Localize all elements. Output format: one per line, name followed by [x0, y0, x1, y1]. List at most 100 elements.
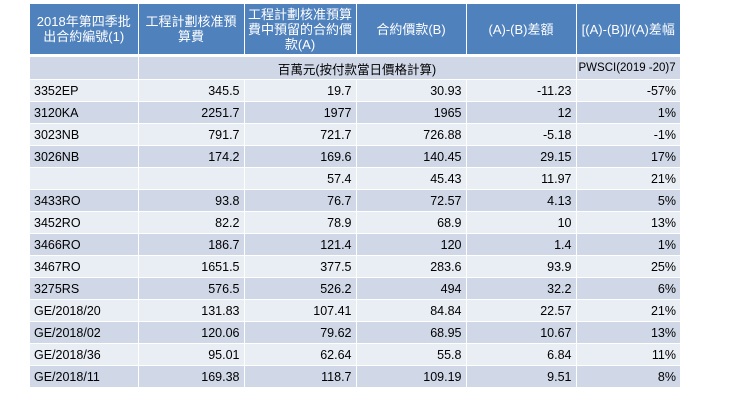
reserved-amount-cell: 57.4 [244, 167, 357, 190]
reserved-amount-cell: 62.64 [244, 343, 357, 366]
contract-sum-cell: 45.43 [356, 167, 467, 190]
contract-no-cell: 3026NB [30, 145, 139, 168]
contract-no-cell: 3352EP [30, 79, 139, 102]
contract-sum-cell: 109.19 [356, 365, 467, 388]
difference-pct-cell: 1% [576, 101, 680, 124]
contract-sum-cell: 30.93 [356, 79, 467, 102]
contract-no-cell: 3433RO [30, 189, 139, 212]
contract-sum-cell: 72.57 [356, 189, 467, 212]
contract-no-cell: 3023NB [30, 123, 139, 146]
header-row: 2018年第四季批出合約編號(1) 工程計劃核准預算費 工程計劃核准預算費中預留… [30, 4, 680, 57]
budget-cell: 120.06 [138, 321, 245, 344]
difference-cell: 1.4 [466, 233, 577, 256]
budget-cell: 2251.7 [138, 101, 245, 124]
difference-cell: 9.51 [466, 365, 577, 388]
header-reserved-amount: 工程計劃核准預算費中預留的合約價款(A) [244, 4, 357, 57]
unit-label: 百萬元(按付款當日價格計算) [138, 55, 577, 80]
reserved-amount-cell: 1977 [244, 101, 357, 124]
reserved-amount-cell: 76.7 [244, 189, 357, 212]
budget-cell: 1651.5 [138, 255, 245, 278]
difference-cell: -11.23 [466, 79, 577, 102]
budget-cell: 345.5 [138, 79, 245, 102]
contract-no-cell: 3120KA [30, 101, 139, 124]
header-difference-pct: [(A)-(B)]/(A)差幅 [576, 4, 680, 57]
reserved-amount-cell: 721.7 [244, 123, 357, 146]
difference-pct-cell: 13% [576, 211, 680, 234]
contract-sum-cell: 84.84 [356, 299, 467, 322]
contract-no-cell: GE/2018/11 [30, 365, 139, 388]
reserved-amount-cell: 377.5 [244, 255, 357, 278]
reserved-amount-cell: 19.7 [244, 79, 357, 102]
difference-pct-cell: 21% [576, 299, 680, 322]
difference-pct-cell: 13% [576, 321, 680, 344]
contract-table: 2018年第四季批出合約編號(1) 工程計劃核准預算費 工程計劃核准預算費中預留… [30, 4, 680, 388]
contract-no-cell: GE/2018/20 [30, 299, 139, 322]
reserved-amount-cell: 118.7 [244, 365, 357, 388]
contract-sum-cell: 726.88 [356, 123, 467, 146]
table-row: 57.4 45.43 11.97 21% [30, 167, 680, 190]
difference-pct-cell: 8% [576, 365, 680, 388]
contract-sum-cell: 120 [356, 233, 467, 256]
contract-sum-cell: 494 [356, 277, 467, 300]
table-row: GE/2018/11 169.38 118.7 109.19 9.51 8% [30, 365, 680, 388]
table-row: 3120KA 2251.7 1977 1965 12 1% [30, 101, 680, 124]
table-row: 3452RO 82.2 78.9 68.9 10 13% [30, 211, 680, 234]
budget-cell: 93.8 [138, 189, 245, 212]
difference-cell: 29.15 [466, 145, 577, 168]
difference-pct-cell: 1% [576, 233, 680, 256]
table-row: 3433RO 93.8 76.7 72.57 4.13 5% [30, 189, 680, 212]
difference-cell: 93.9 [466, 255, 577, 278]
budget-cell: 169.38 [138, 365, 245, 388]
table-row: 3467RO 1651.5 377.5 283.6 93.9 25% [30, 255, 680, 278]
difference-cell: 11.97 [466, 167, 577, 190]
difference-pct-cell: 11% [576, 343, 680, 366]
table-row: 3275RS 576.5 526.2 494 32.2 6% [30, 277, 680, 300]
reserved-amount-cell: 78.9 [244, 211, 357, 234]
contract-sum-cell: 55.8 [356, 343, 467, 366]
difference-cell: 22.57 [466, 299, 577, 322]
difference-cell: -5.18 [466, 123, 577, 146]
budget-cell: 131.83 [138, 299, 245, 322]
difference-pct-cell: 21% [576, 167, 680, 190]
unit-empty-cell [30, 55, 139, 80]
contract-no-cell: GE/2018/36 [30, 343, 139, 366]
contract-no-cell [30, 167, 139, 190]
table-row: 3026NB 174.2 169.6 140.45 29.15 17% [30, 145, 680, 168]
header-contract-sum: 合約價款(B) [356, 4, 467, 57]
difference-cell: 4.13 [466, 189, 577, 212]
table-row: 3466RO 186.7 121.4 120 1.4 1% [30, 233, 680, 256]
reserved-amount-cell: 121.4 [244, 233, 357, 256]
contract-sum-cell: 1965 [356, 101, 467, 124]
budget-cell [138, 167, 245, 190]
reserved-amount-cell: 169.6 [244, 145, 357, 168]
contract-no-cell: 3275RS [30, 277, 139, 300]
difference-pct-cell: 25% [576, 255, 680, 278]
difference-pct-cell: 5% [576, 189, 680, 212]
table-row: 3352EP 345.5 19.7 30.93 -11.23 -57% [30, 79, 680, 102]
table-row: GE/2018/36 95.01 62.64 55.8 6.84 11% [30, 343, 680, 366]
contract-no-cell: 3467RO [30, 255, 139, 278]
budget-cell: 82.2 [138, 211, 245, 234]
contract-sum-cell: 283.6 [356, 255, 467, 278]
reserved-amount-cell: 526.2 [244, 277, 357, 300]
budget-cell: 791.7 [138, 123, 245, 146]
difference-cell: 12 [466, 101, 577, 124]
contract-no-cell: GE/2018/02 [30, 321, 139, 344]
difference-pct-cell: 6% [576, 277, 680, 300]
contract-sum-cell: 68.95 [356, 321, 467, 344]
budget-cell: 95.01 [138, 343, 245, 366]
contract-no-cell: 3466RO [30, 233, 139, 256]
contract-sum-cell: 68.9 [356, 211, 467, 234]
reserved-amount-cell: 107.41 [244, 299, 357, 322]
table-row: 3023NB 791.7 721.7 726.88 -5.18 -1% [30, 123, 680, 146]
difference-cell: 10 [466, 211, 577, 234]
header-contract-no: 2018年第四季批出合約編號(1) [30, 4, 139, 57]
table-row: GE/2018/20 131.83 107.41 84.84 22.57 21% [30, 299, 680, 322]
budget-cell: 186.7 [138, 233, 245, 256]
pwsci-label: PWSCI(2019 -20)7 [576, 55, 680, 80]
unit-row: 百萬元(按付款當日價格計算) PWSCI(2019 -20)7 [30, 55, 680, 80]
contract-no-cell: 3452RO [30, 211, 139, 234]
difference-pct-cell: 17% [576, 145, 680, 168]
difference-pct-cell: -57% [576, 79, 680, 102]
header-difference: (A)-(B)差額 [466, 4, 577, 57]
